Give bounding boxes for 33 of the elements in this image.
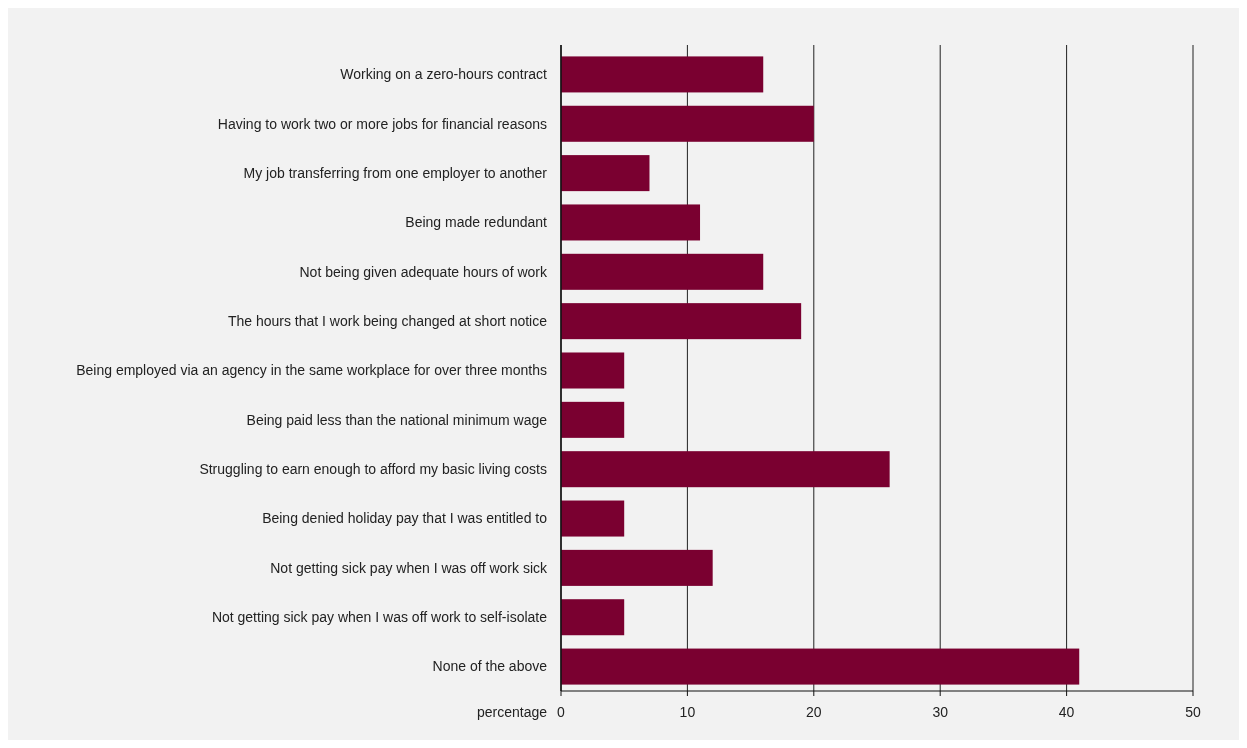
bar: [561, 56, 764, 93]
bar: [561, 599, 625, 636]
x-tick-label: 40: [1058, 703, 1075, 720]
y-tick-label: None of the above: [432, 658, 548, 675]
y-tick-label: The hours that I work being changed at short notice: [227, 313, 548, 330]
x-tick-label: 0: [557, 703, 566, 720]
y-tick-label: Struggling to earn enough to afford my basic living costs: [199, 461, 547, 478]
bar: [561, 105, 814, 142]
bar: [561, 155, 650, 192]
bar: [561, 549, 713, 586]
bar: [561, 204, 701, 241]
bar: [561, 303, 802, 340]
y-tick-label: Being denied holiday pay that I was entitled to: [262, 510, 548, 527]
x-axis-title: percentage: [476, 703, 548, 720]
bar: [561, 451, 890, 488]
bar: [561, 401, 625, 438]
x-tick-label: 30: [932, 703, 949, 720]
bar: [561, 648, 1080, 685]
x-tick-label: 50: [1185, 703, 1201, 720]
y-tick-label: Not being given adequate hours of work: [299, 263, 548, 280]
x-tick-label: 10: [679, 703, 696, 720]
bar: [561, 253, 764, 290]
y-tick-label: Having to work two or more jobs for financial reasons: [217, 115, 547, 132]
y-tick-label: Being made redundant: [405, 214, 548, 231]
y-tick-label: Not getting sick pay when I was off work to self-isolate: [211, 609, 548, 626]
y-tick-label: Being employed via an agency in the same workplace for over three months: [76, 362, 547, 379]
y-tick-label: Working on a zero-hours contract: [340, 66, 548, 83]
x-tick-label: 20: [806, 703, 822, 720]
y-tick-label: Being paid less than the national minimum wage: [246, 411, 548, 428]
bar: [561, 352, 625, 389]
y-tick-label: Not getting sick pay when I was off work sick: [270, 559, 548, 576]
y-tick-label: My job transferring from one employer to another: [243, 165, 548, 182]
bar: [561, 500, 625, 537]
